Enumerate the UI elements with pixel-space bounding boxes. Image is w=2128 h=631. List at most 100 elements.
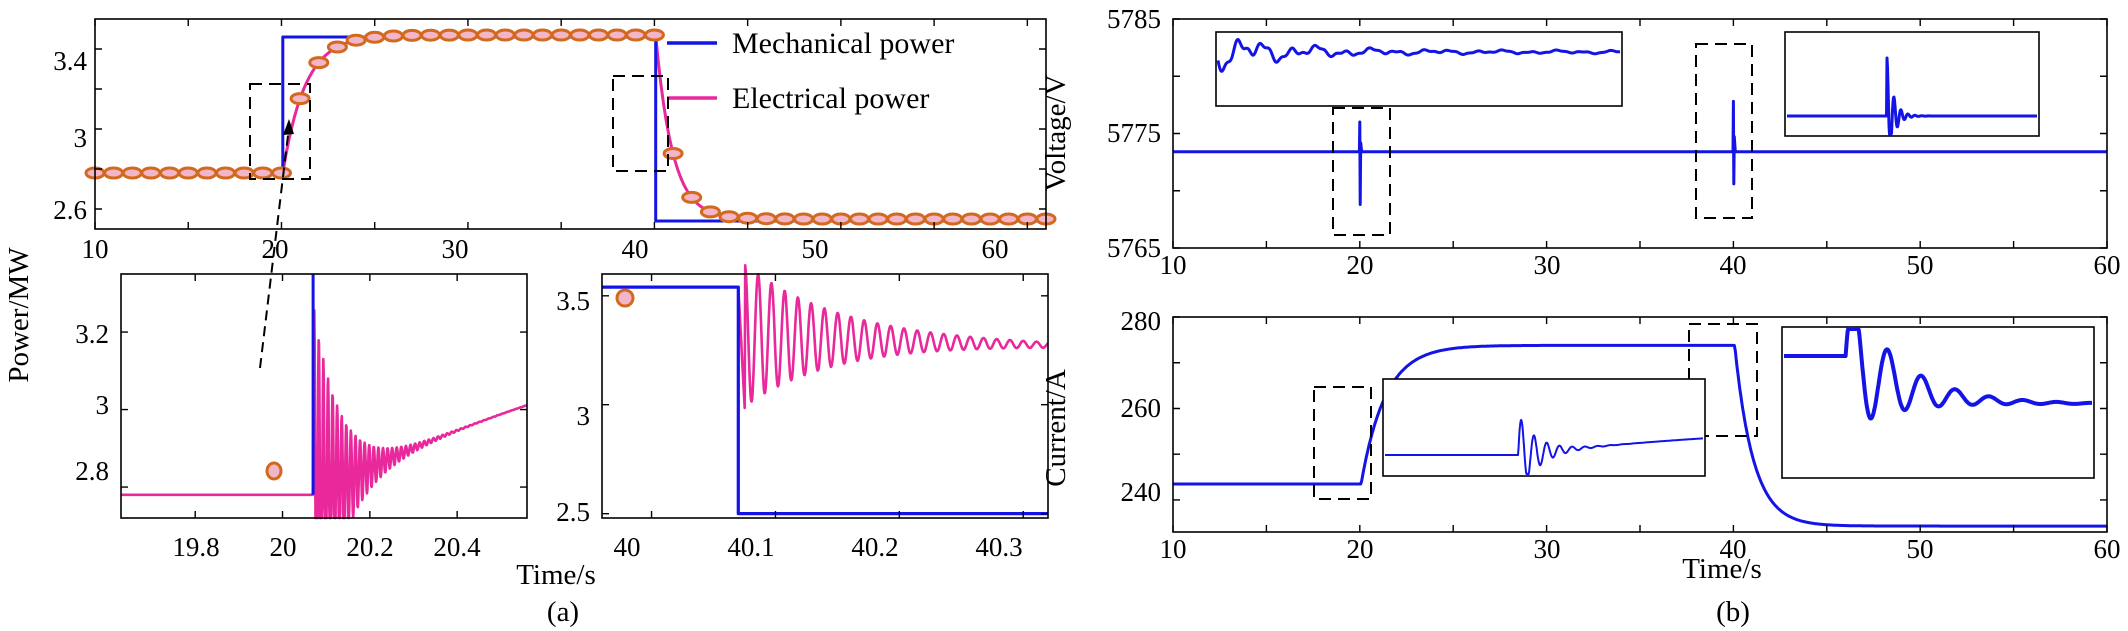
ytick-label: 2.5 <box>556 497 590 527</box>
electrical-power-line <box>94 33 1047 221</box>
y-axis-label: Voltage/V <box>1040 74 1072 191</box>
inset-voltage-line <box>1786 56 2038 136</box>
inset-chart <box>1781 326 2095 479</box>
electrical-power-marker <box>513 28 535 42</box>
electrical-power-marker <box>849 212 870 226</box>
electrical-power-marker <box>457 28 479 42</box>
panel-caption: (a) <box>547 596 579 628</box>
ytick-label: 240 <box>1121 477 1162 507</box>
electrical-power-marker <box>998 212 1020 226</box>
ytick-label: 5785 <box>1107 4 1161 34</box>
electrical-power-marker <box>942 212 964 226</box>
electrical-power-marker <box>265 461 283 481</box>
xtick-label: 40.3 <box>975 532 1022 562</box>
inset-frame <box>1215 31 1623 107</box>
inset-frame <box>1784 31 2040 137</box>
electrical-power-marker <box>476 28 498 42</box>
x-axis-label: Time/s <box>1682 553 1762 585</box>
y-axis-label: Power/MW <box>3 247 35 383</box>
panel-a-zoom-drop-chart: 40 40.1 40.2 40.3 2.5 3 3.5 <box>556 264 1049 562</box>
electrical-power-marker <box>438 28 460 42</box>
tick-marks <box>94 19 1046 229</box>
electrical-power-marker <box>532 28 553 42</box>
electrical-power-marker <box>681 190 703 204</box>
zoom-region-box <box>1332 107 1391 236</box>
xtick-label: 20 <box>270 532 297 562</box>
electrical-power-marker <box>364 30 386 44</box>
x-axis-label: Time/s <box>516 559 596 591</box>
electrical-power-marker <box>625 28 647 42</box>
axis-ticks <box>602 274 1048 518</box>
electrical-power-marker <box>643 28 665 42</box>
zoom-region-box <box>1313 386 1372 500</box>
ytick-label: 5775 <box>1107 118 1161 148</box>
electrical-power-marker <box>979 212 1001 226</box>
inset-current-line <box>1384 418 1704 475</box>
panel-b-current-chart: 10 20 30 40 50 60 240 260 280 <box>1121 306 2121 564</box>
electrical-power-marker <box>177 166 199 180</box>
xtick-label: 10 <box>1160 534 1187 564</box>
inset-chart <box>1382 378 1706 477</box>
xtick-label: 50 <box>1907 534 1934 564</box>
electrical-power-line <box>120 309 528 520</box>
electrical-power-marker <box>737 211 759 225</box>
tick-marks <box>121 274 527 518</box>
electrical-power-marker <box>569 28 591 42</box>
tick-marks <box>1172 18 2108 249</box>
legend-label-electrical: Electrical power <box>732 82 929 115</box>
electrical-power-marker <box>121 166 143 180</box>
inset-frame <box>1382 378 1706 477</box>
tick-marks <box>602 274 1048 518</box>
ytick-label: 260 <box>1121 393 1162 423</box>
electrical-power-marker <box>382 29 404 43</box>
xtick-label: 60 <box>2094 250 2121 280</box>
axis-ticks <box>94 19 1046 229</box>
ytick-label: 3 <box>74 123 88 153</box>
xtick-label: 30 <box>1534 250 1561 280</box>
ytick-label: 3.2 <box>75 319 109 349</box>
xtick-label: 19.8 <box>172 532 219 562</box>
voltage-line <box>1173 99 2107 206</box>
ytick-label: 3.5 <box>556 286 590 316</box>
electrical-power-marker <box>345 33 367 47</box>
ytick-label: 3.4 <box>53 46 87 76</box>
panel-a-zoom-onset-chart: 19.8 20 20.2 20.4 2.8 3 3.2 <box>75 273 528 562</box>
xtick-label: 20.2 <box>346 532 393 562</box>
ytick-label: 5765 <box>1107 233 1161 263</box>
axis-ticks <box>1172 18 2108 249</box>
mechanical-power-line <box>95 35 1046 223</box>
xtick-label: 30 <box>442 234 469 264</box>
inset-current-line <box>1782 327 2094 421</box>
electrical-power-marker <box>774 212 796 226</box>
inset-voltage-line <box>1216 38 1621 73</box>
plot-frame <box>120 273 528 519</box>
electrical-power-marker <box>326 40 348 54</box>
inset-chart <box>1215 31 1623 107</box>
mechanical-power-line <box>602 285 1048 516</box>
plot-frame <box>94 18 1047 230</box>
ytick-label: 2.8 <box>75 456 109 486</box>
plot-frame <box>601 273 1049 519</box>
electrical-power-marker <box>699 205 721 219</box>
electrical-power-marker <box>215 166 236 180</box>
xtick-label: 10 <box>1160 250 1187 280</box>
electrical-power-marker <box>401 28 423 42</box>
xtick-label: 20 <box>1347 250 1374 280</box>
electrical-power-marker <box>588 28 609 42</box>
xtick-label: 20 <box>1347 534 1374 564</box>
ytick-label: 2.6 <box>53 195 87 225</box>
electrical-power-marker <box>196 166 218 180</box>
electrical-power-marker <box>252 166 274 180</box>
panel-a-main-chart: 10 20 30 40 50 60 2.6 3 3.4 Mechanical p… <box>53 18 1057 264</box>
ytick-label: 280 <box>1121 306 1162 336</box>
electrical-power-marker <box>103 166 125 180</box>
electrical-power-marker <box>811 212 833 226</box>
xtick-label: 50 <box>1907 250 1934 280</box>
xtick-label: 40 <box>1720 534 1747 564</box>
tick-marks <box>1172 316 2108 532</box>
axis-ticks <box>1172 316 2108 532</box>
zoom-region-box <box>1695 43 1753 219</box>
xtick-label: 40.1 <box>727 532 774 562</box>
zoom-region-box <box>249 83 311 180</box>
inset-chart <box>1784 31 2040 137</box>
